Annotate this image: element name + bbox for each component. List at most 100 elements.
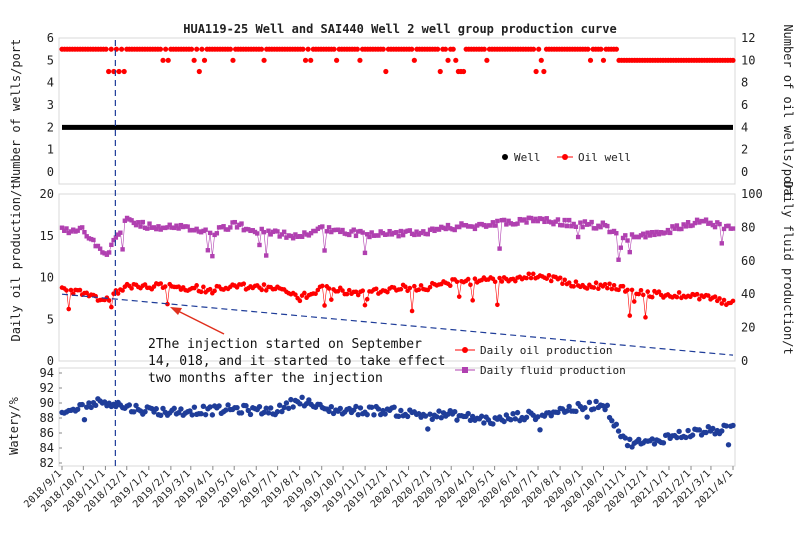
watery-point xyxy=(696,427,703,433)
fluid-production-point xyxy=(580,224,585,230)
fluid-production-point xyxy=(479,221,484,227)
fluid-production-point xyxy=(694,217,700,223)
oil-production-point xyxy=(643,315,648,320)
oil-well-point xyxy=(536,46,542,52)
oil-production-point xyxy=(562,277,567,283)
watery-point xyxy=(636,436,642,443)
fluid-production-point xyxy=(196,229,202,234)
wells-left-tick-3: 3 xyxy=(47,98,54,112)
oil-production-point xyxy=(84,290,89,296)
fluid-production-point xyxy=(376,233,381,238)
fluid-production-point xyxy=(255,231,260,236)
fluid-production-point xyxy=(167,222,172,227)
fluid-production-point xyxy=(250,228,255,233)
watery-left-tick-4: 90 xyxy=(40,396,54,410)
oil-production-point xyxy=(649,294,655,300)
watery-point xyxy=(142,409,148,415)
oil-production-point xyxy=(730,298,736,304)
watery-point xyxy=(346,405,352,412)
fluid-right-tick-2: 40 xyxy=(741,287,755,301)
fluid-production-point xyxy=(582,219,588,224)
fluid-production-point xyxy=(86,236,92,241)
fluid-production-point xyxy=(683,224,689,229)
fluid-production-point xyxy=(293,232,298,237)
fluid-production-point xyxy=(405,228,410,234)
fluid-production-point xyxy=(432,228,437,234)
fluid-production-point xyxy=(138,224,143,229)
annotation-line-3: two months after the injection xyxy=(148,371,383,386)
oil-production-point xyxy=(416,287,422,292)
watery-point xyxy=(353,403,359,410)
injection-annotation: 2The injection started on September 14, … xyxy=(148,307,445,386)
fluid-production-point xyxy=(221,224,226,229)
oil-production-point xyxy=(607,281,612,287)
watery-point xyxy=(427,411,433,417)
watery-point xyxy=(234,404,240,411)
watery-point xyxy=(622,435,628,441)
fluid-production-point xyxy=(149,225,154,230)
watery-point xyxy=(290,404,296,410)
fluid-production-point xyxy=(721,226,727,232)
fluid-production-point xyxy=(84,234,89,239)
fluid-production-point xyxy=(481,222,487,228)
oil-well-point xyxy=(227,46,233,52)
fluid-production-point xyxy=(252,229,258,235)
legend-label-fluid-production: Daily fluid production xyxy=(480,364,626,377)
fluid-production-point xyxy=(142,225,148,231)
fluid-production-point xyxy=(587,221,592,227)
fluid-production-point xyxy=(454,224,460,229)
oil-well-point xyxy=(108,46,114,52)
fluid-production-point xyxy=(488,223,493,228)
legend-production: Daily oil production Daily fluid product… xyxy=(455,344,626,377)
fluid-production-point xyxy=(627,249,632,255)
wells-right-tick-2: 4 xyxy=(741,120,748,134)
oil-well-point xyxy=(437,68,443,75)
fluid-production-point xyxy=(540,216,545,222)
oil-well-point xyxy=(113,46,120,52)
oil-well-point xyxy=(450,46,456,52)
watery-point xyxy=(265,410,272,416)
fluid-production-point xyxy=(320,224,325,229)
fluid-production-point xyxy=(268,232,273,237)
fluid-production-point xyxy=(551,221,556,227)
fluid-production-point xyxy=(234,225,240,230)
fluid-production-point xyxy=(266,228,271,233)
legend-marker-oil-production xyxy=(462,347,468,353)
watery-point xyxy=(79,401,85,408)
fluid-production-point xyxy=(578,220,583,225)
fluid-production-point xyxy=(629,232,635,237)
fluid-production-point xyxy=(665,227,671,233)
oil-production-point xyxy=(544,276,550,281)
fluid-production-point xyxy=(634,234,639,239)
fluid-production-point xyxy=(726,223,731,228)
oil-production-point xyxy=(584,286,590,291)
watery-point xyxy=(615,428,622,434)
fluid-production-point xyxy=(147,221,152,226)
oil-production-point xyxy=(120,288,125,293)
wells-right-tick-6: 12 xyxy=(741,31,755,45)
fluid-production-point xyxy=(407,228,413,233)
fluid-production-point xyxy=(544,216,549,221)
watery-point xyxy=(326,408,332,415)
watery-point xyxy=(299,394,305,400)
fluid-production-point xyxy=(724,223,729,229)
watery-point xyxy=(710,425,716,432)
fluid-production-point xyxy=(571,221,576,227)
legend-label-oil-well: Oil well xyxy=(578,151,631,164)
oil-production-point xyxy=(627,313,633,318)
chart-title: HUA119-25 Well and SAI440 Well 2 well gr… xyxy=(183,22,616,36)
fluid-production-point xyxy=(501,217,507,223)
oil-production-point xyxy=(524,275,529,281)
fluid-production-point xyxy=(403,229,408,234)
oil-production-point xyxy=(447,283,453,289)
watery-point xyxy=(160,405,166,412)
fluid-production-point xyxy=(672,226,677,231)
oil-left-tick-4: 20 xyxy=(40,187,54,201)
fluid-production-point xyxy=(400,232,406,238)
fluid-production-point xyxy=(575,234,581,240)
fluid-production-point xyxy=(333,227,338,233)
legend-marker-well xyxy=(502,154,508,160)
oil-production-point xyxy=(407,285,413,291)
